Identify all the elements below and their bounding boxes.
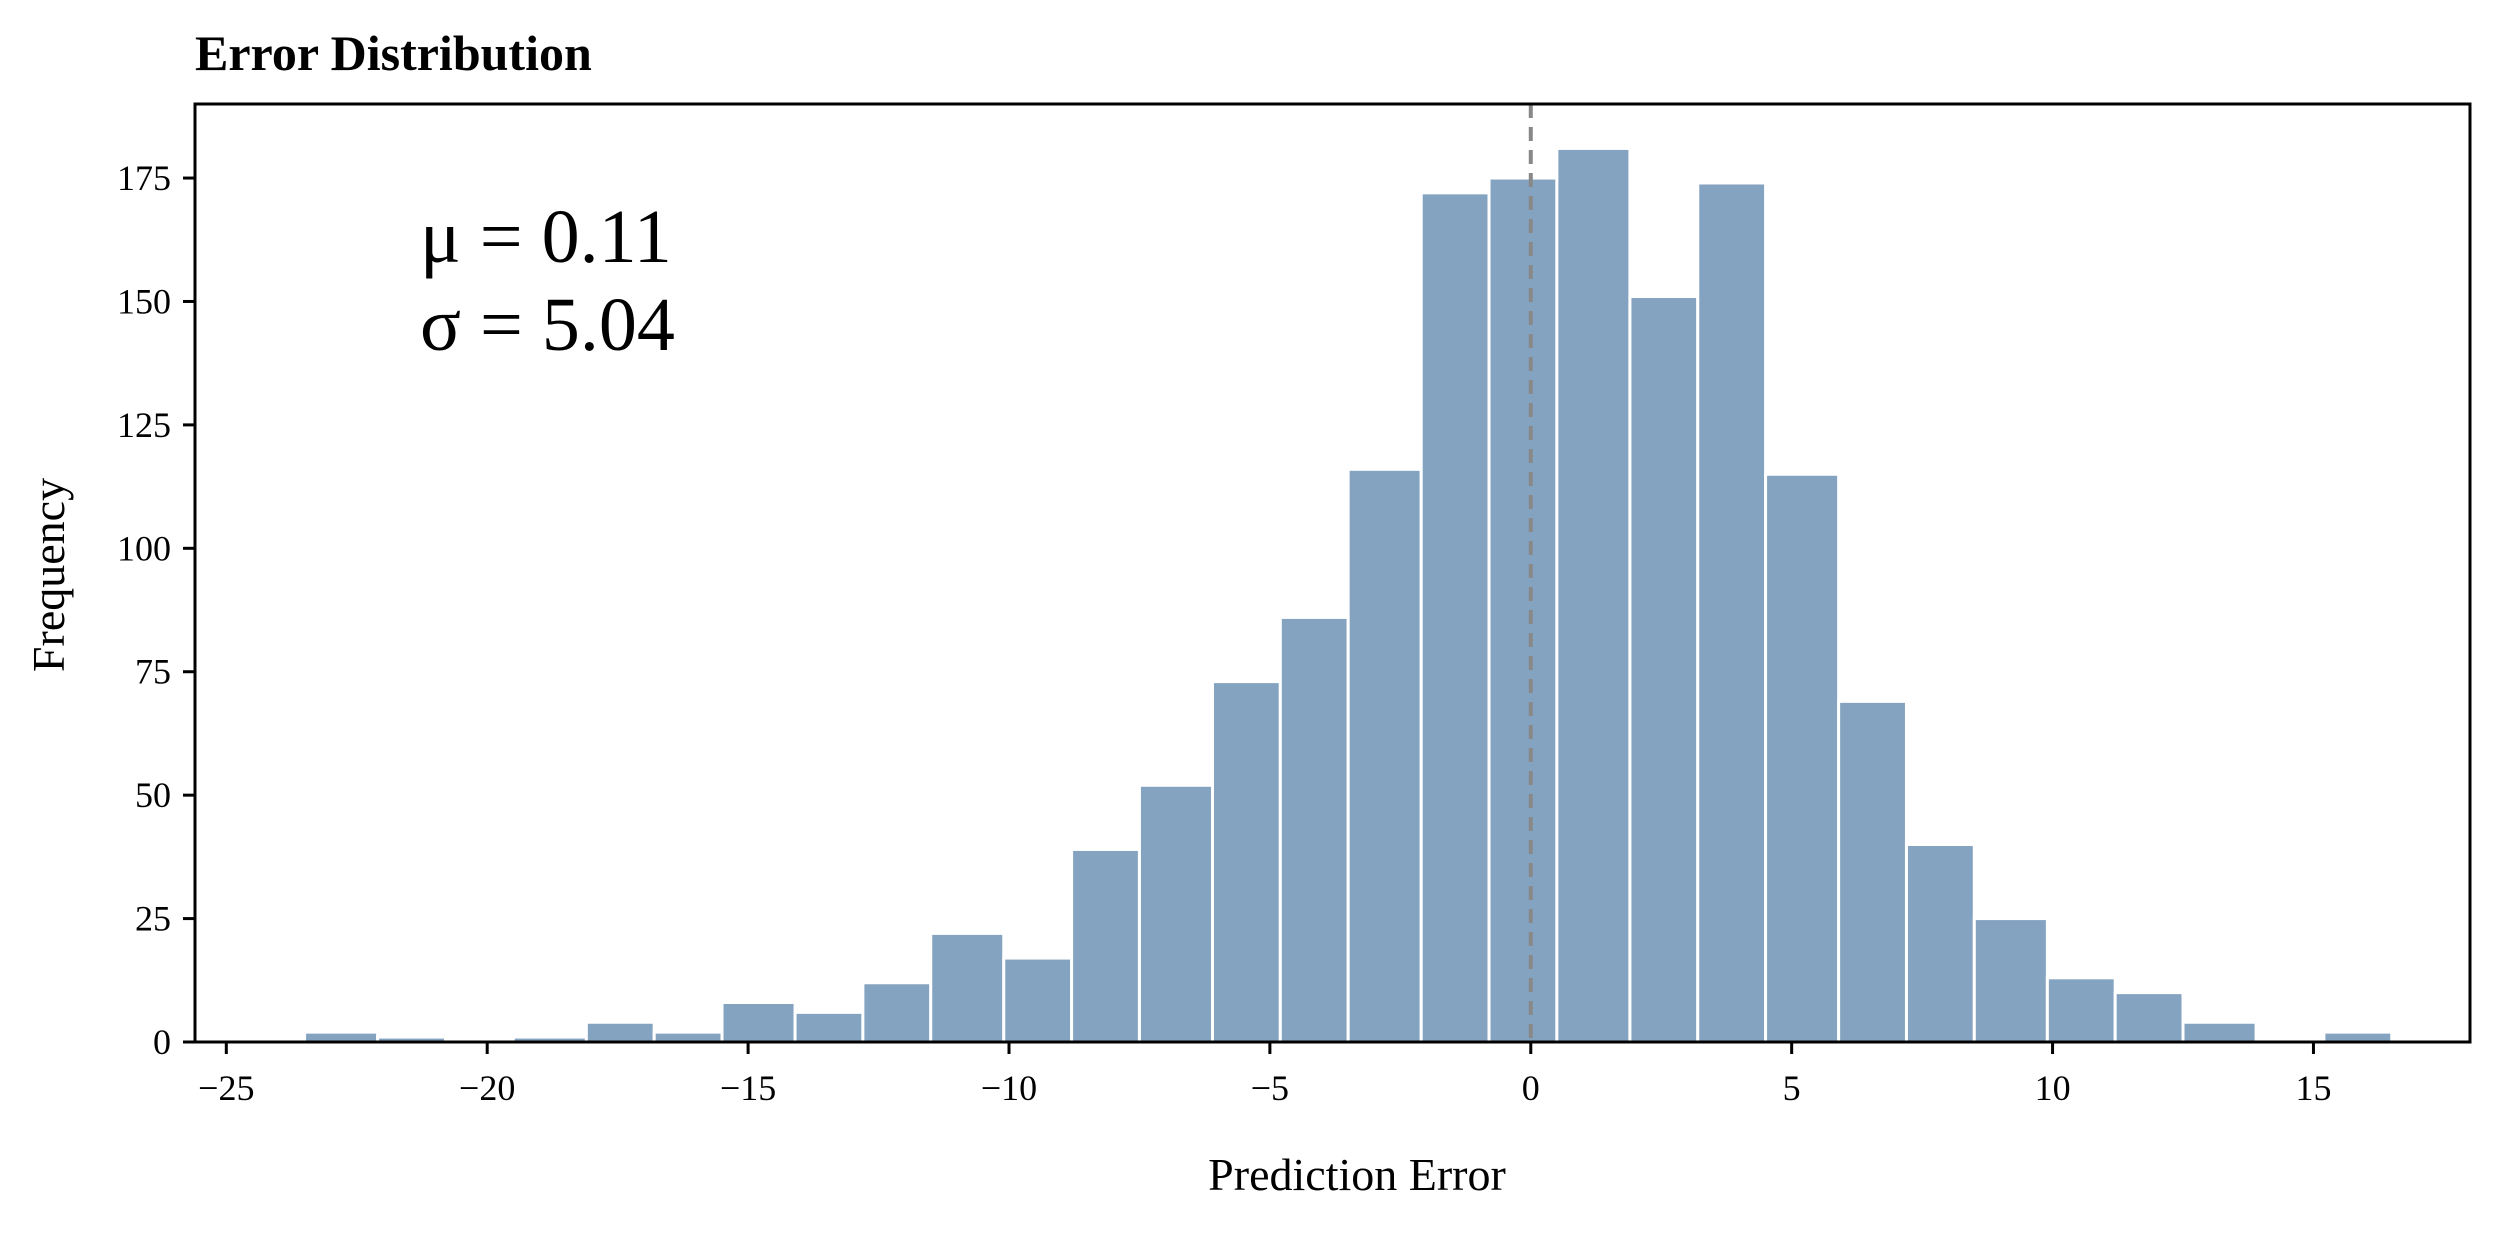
y-axis-label: Frequency — [23, 478, 74, 672]
histogram-bar — [2113, 991, 2185, 1044]
histogram-bar — [1002, 956, 1074, 1044]
histogram-bar — [2045, 976, 2117, 1044]
x-tick-label: 5 — [1783, 1068, 1801, 1108]
y-axis-ticks: 0 25 50 75 100 125 150 175 — [117, 158, 195, 1062]
x-tick-label: 0 — [1522, 1068, 1540, 1108]
std-annotation: σ = 5.04 — [420, 283, 675, 367]
y-tick-label: 175 — [117, 158, 171, 198]
x-tick-label: 10 — [2035, 1068, 2071, 1108]
histogram-bar — [861, 981, 933, 1044]
x-tick-label: −5 — [1251, 1068, 1289, 1108]
x-tick-label: 15 — [2295, 1068, 2331, 1108]
histogram-bar — [1278, 615, 1350, 1044]
x-tick-label: −20 — [459, 1068, 515, 1108]
x-axis-label: Prediction Error — [1208, 1149, 1506, 1200]
histogram-bar — [1837, 699, 1908, 1044]
x-tick-label: −15 — [720, 1068, 776, 1108]
histogram-bar — [720, 1001, 797, 1044]
histogram-bar — [1070, 847, 1141, 1044]
histogram-bar — [1555, 146, 1632, 1044]
histogram-bar — [1628, 295, 1700, 1044]
histogram-bar — [1764, 472, 1841, 1044]
histogram-bar — [1210, 680, 1282, 1044]
y-tick-label: 150 — [117, 281, 171, 321]
histogram-bar — [793, 1010, 865, 1044]
histogram-bar — [1487, 176, 1559, 1044]
histogram-bar — [1346, 467, 1423, 1044]
y-tick-label: 0 — [153, 1022, 171, 1062]
mean-annotation: μ = 0.11 — [420, 195, 672, 279]
y-tick-label: 75 — [135, 652, 171, 692]
histogram-bar — [1696, 181, 1768, 1044]
y-tick-label: 125 — [117, 405, 171, 445]
histogram-bar — [2181, 1020, 2258, 1044]
plot-frame — [193, 102, 2472, 1044]
histogram-bar — [929, 931, 1006, 1044]
histogram-bar — [1972, 917, 2049, 1044]
histogram-bar — [1904, 843, 1976, 1044]
chart-title: Error Distribution — [195, 25, 592, 81]
x-tick-label: −10 — [981, 1068, 1037, 1108]
x-tick-label: −25 — [198, 1068, 254, 1108]
histogram-bar — [1137, 783, 1214, 1044]
x-axis-ticks: −25 −20 −15 −10 −5 0 5 10 15 — [198, 1042, 2331, 1108]
y-tick-label: 50 — [135, 775, 171, 815]
histogram-bar — [584, 1020, 656, 1044]
y-tick-label: 25 — [135, 899, 171, 939]
y-tick-label: 100 — [117, 528, 171, 568]
histogram-bar — [1419, 191, 1491, 1044]
